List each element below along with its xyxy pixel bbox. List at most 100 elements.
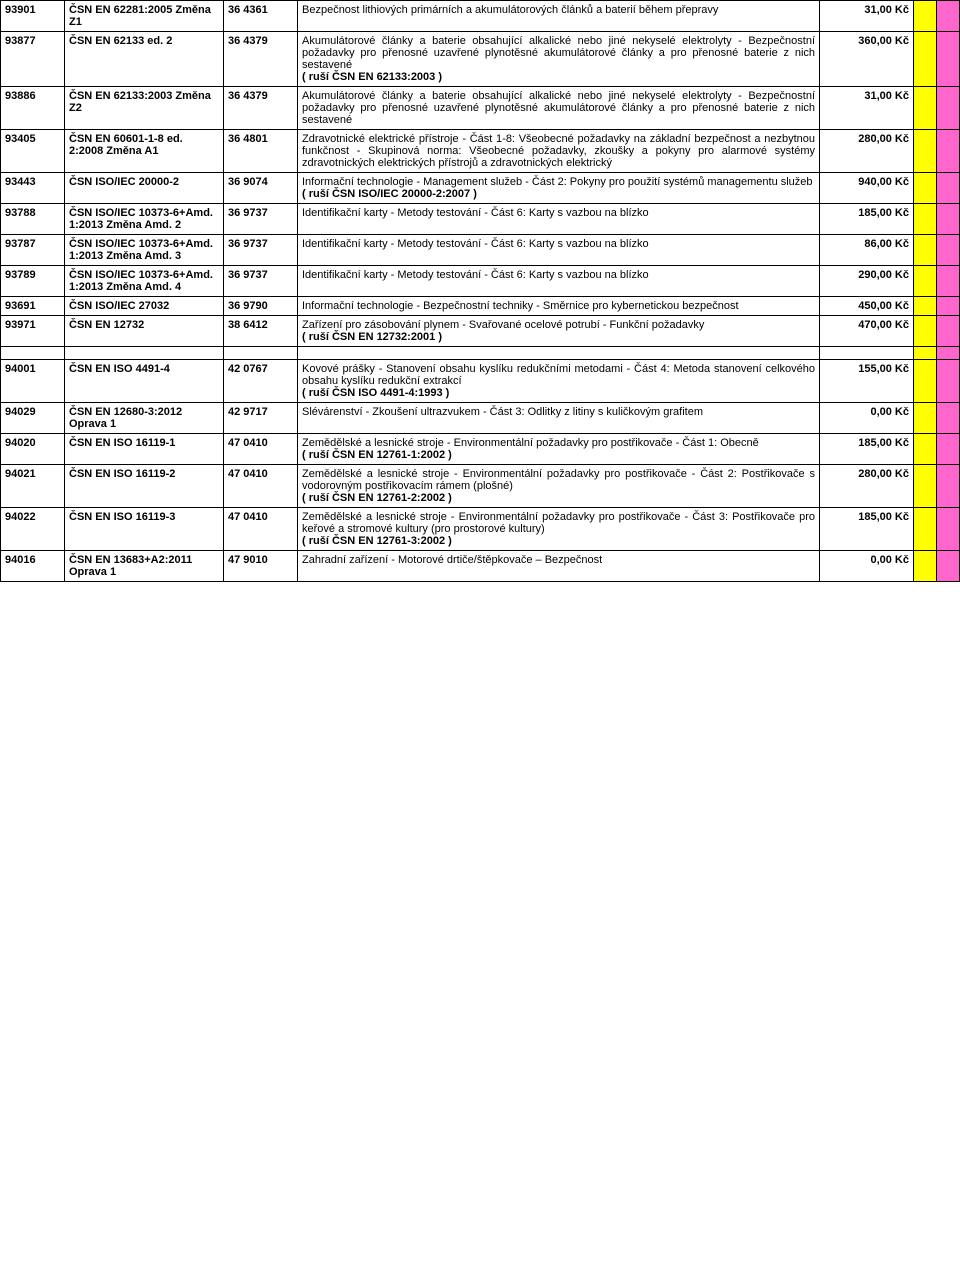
description-text: Zemědělské a lesnické stroje - Environme… bbox=[302, 468, 815, 492]
row-id: 94021 bbox=[1, 465, 65, 508]
row-description: Akumulátorové články a baterie obsahujíc… bbox=[298, 87, 820, 130]
table-row: 93691ČSN ISO/IEC 2703236 9790Informační … bbox=[1, 297, 960, 316]
description-text: Informační technologie - Management služ… bbox=[302, 176, 813, 188]
row-standard: ČSN EN 60601-1-8 ed. 2:2008 Změna A1 bbox=[65, 130, 224, 173]
marker-pink bbox=[937, 360, 960, 403]
row-id: 93877 bbox=[1, 32, 65, 87]
table-row: 94022ČSN EN ISO 16119-347 0410Zemědělské… bbox=[1, 508, 960, 551]
row-description: Zemědělské a lesnické stroje - Environme… bbox=[298, 508, 820, 551]
row-standard: ČSN EN ISO 16119-2 bbox=[65, 465, 224, 508]
row-category: 38 6412 bbox=[224, 316, 298, 347]
spacer-cell bbox=[1, 347, 65, 360]
marker-yellow bbox=[914, 32, 937, 87]
marker-yellow bbox=[914, 235, 937, 266]
row-description: Bezpečnost lithiových primárních a akumu… bbox=[298, 1, 820, 32]
row-id: 93971 bbox=[1, 316, 65, 347]
marker-pink bbox=[937, 87, 960, 130]
row-price: 0,00 Kč bbox=[820, 551, 914, 582]
row-price: 86,00 Kč bbox=[820, 235, 914, 266]
description-text: Informační technologie - Bezpečnostní te… bbox=[302, 300, 739, 312]
marker-yellow bbox=[914, 297, 937, 316]
spacer-cell bbox=[820, 347, 914, 360]
row-category: 47 0410 bbox=[224, 465, 298, 508]
row-standard: ČSN EN ISO 16119-3 bbox=[65, 508, 224, 551]
marker-pink bbox=[937, 266, 960, 297]
marker-pink bbox=[937, 235, 960, 266]
description-text: Bezpečnost lithiových primárních a akumu… bbox=[302, 4, 718, 16]
row-price: 185,00 Kč bbox=[820, 508, 914, 551]
row-description: Kovové prášky - Stanovení obsahu kyslíku… bbox=[298, 360, 820, 403]
table-row: 93877ČSN EN 62133 ed. 236 4379Akumulátor… bbox=[1, 32, 960, 87]
row-category: 36 4379 bbox=[224, 32, 298, 87]
table-row: 94001ČSN EN ISO 4491-442 0767Kovové práš… bbox=[1, 360, 960, 403]
cancel-text: ( ruší ČSN EN 12732:2001 ) bbox=[302, 331, 442, 343]
row-id: 94016 bbox=[1, 551, 65, 582]
marker-yellow bbox=[914, 403, 937, 434]
marker-pink bbox=[937, 403, 960, 434]
row-category: 36 4361 bbox=[224, 1, 298, 32]
row-description: Zemědělské a lesnické stroje - Environme… bbox=[298, 434, 820, 465]
row-category: 36 9074 bbox=[224, 173, 298, 204]
spacer-cell bbox=[937, 347, 960, 360]
row-description: Akumulátorové články a baterie obsahujíc… bbox=[298, 32, 820, 87]
row-id: 93405 bbox=[1, 130, 65, 173]
marker-yellow bbox=[914, 360, 937, 403]
marker-yellow bbox=[914, 508, 937, 551]
row-id: 93789 bbox=[1, 266, 65, 297]
marker-yellow bbox=[914, 87, 937, 130]
marker-yellow bbox=[914, 130, 937, 173]
row-standard: ČSN ISO/IEC 20000-2 bbox=[65, 173, 224, 204]
row-id: 93443 bbox=[1, 173, 65, 204]
spacer-cell bbox=[224, 347, 298, 360]
table-row: 94016ČSN EN 13683+A2:2011 Oprava 147 901… bbox=[1, 551, 960, 582]
row-description: Zemědělské a lesnické stroje - Environme… bbox=[298, 465, 820, 508]
row-price: 185,00 Kč bbox=[820, 204, 914, 235]
row-price: 940,00 Kč bbox=[820, 173, 914, 204]
spacer-cell bbox=[298, 347, 820, 360]
marker-yellow bbox=[914, 551, 937, 582]
row-id: 93886 bbox=[1, 87, 65, 130]
description-text: Akumulátorové články a baterie obsahujíc… bbox=[302, 90, 815, 126]
row-category: 36 9737 bbox=[224, 204, 298, 235]
row-price: 185,00 Kč bbox=[820, 434, 914, 465]
row-id: 94029 bbox=[1, 403, 65, 434]
row-category: 36 9737 bbox=[224, 235, 298, 266]
row-category: 36 4801 bbox=[224, 130, 298, 173]
cancel-text: ( ruší ČSN ISO 4491-4:1993 ) bbox=[302, 387, 449, 399]
row-price: 155,00 Kč bbox=[820, 360, 914, 403]
marker-yellow bbox=[914, 434, 937, 465]
row-standard: ČSN EN ISO 16119-1 bbox=[65, 434, 224, 465]
description-text: Identifikační karty - Metody testování -… bbox=[302, 207, 649, 219]
cancel-text: ( ruší ČSN EN 12761-1:2002 ) bbox=[302, 449, 452, 461]
marker-pink bbox=[937, 297, 960, 316]
row-standard: ČSN ISO/IEC 10373-6+Amd. 1:2013 Změna Am… bbox=[65, 204, 224, 235]
row-description: Identifikační karty - Metody testování -… bbox=[298, 266, 820, 297]
row-id: 93901 bbox=[1, 1, 65, 32]
row-standard: ČSN EN 12680-3:2012 Oprava 1 bbox=[65, 403, 224, 434]
table-row: 93971ČSN EN 1273238 6412Zařízení pro zás… bbox=[1, 316, 960, 347]
marker-pink bbox=[937, 434, 960, 465]
description-text: Zemědělské a lesnické stroje - Environme… bbox=[302, 511, 815, 535]
row-category: 42 9717 bbox=[224, 403, 298, 434]
row-standard: ČSN EN 62281:2005 Změna Z1 bbox=[65, 1, 224, 32]
table-row: 93901ČSN EN 62281:2005 Změna Z136 4361 Be… bbox=[1, 1, 960, 32]
description-text: Zdravotnické elektrické přístroje - Část… bbox=[302, 133, 815, 169]
marker-yellow bbox=[914, 316, 937, 347]
row-category: 47 0410 bbox=[224, 434, 298, 465]
row-standard: ČSN EN 12732 bbox=[65, 316, 224, 347]
spacer-cell bbox=[914, 347, 937, 360]
row-description: Identifikační karty - Metody testování -… bbox=[298, 204, 820, 235]
description-text: Akumulátorové články a baterie obsahujíc… bbox=[302, 35, 815, 71]
marker-pink bbox=[937, 465, 960, 508]
marker-pink bbox=[937, 32, 960, 87]
marker-pink bbox=[937, 204, 960, 235]
marker-pink bbox=[937, 130, 960, 173]
marker-pink bbox=[937, 173, 960, 204]
row-category: 47 9010 bbox=[224, 551, 298, 582]
row-description: Informační technologie - Bezpečnostní te… bbox=[298, 297, 820, 316]
table-row: 93405ČSN EN 60601-1-8 ed. 2:2008 Změna A… bbox=[1, 130, 960, 173]
row-standard: ČSN ISO/IEC 10373-6+Amd. 1:2013 Změna Am… bbox=[65, 235, 224, 266]
description-text: Zemědělské a lesnické stroje - Environme… bbox=[302, 437, 759, 449]
table-row: 94029ČSN EN 12680-3:2012 Oprava 142 9717… bbox=[1, 403, 960, 434]
description-text: Identifikační karty - Metody testování -… bbox=[302, 269, 649, 281]
